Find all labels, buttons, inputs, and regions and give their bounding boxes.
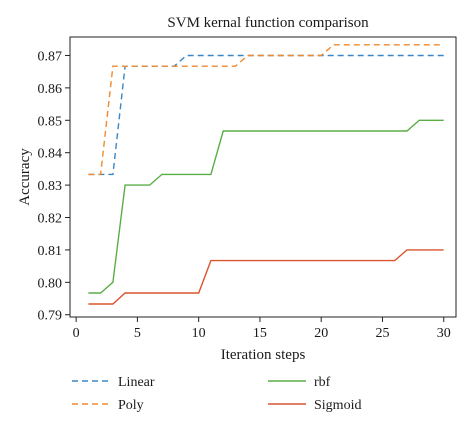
series-line-poly — [88, 44, 444, 176]
y-axis-label: Accuracy — [17, 148, 33, 206]
series-layer — [88, 44, 444, 305]
plot-frame — [69, 36, 457, 318]
y-tick-label: 0.87 — [38, 49, 63, 64]
x-tick-label: 5 — [134, 326, 141, 341]
y-tick-label: 0.85 — [38, 114, 63, 129]
x-axis: 0 5 10 15 20 25 30 — [73, 317, 451, 341]
legend-label-rbf: rbf — [314, 375, 331, 390]
x-axis-label: Iteration steps — [221, 347, 306, 363]
y-tick-label: 0.80 — [38, 276, 63, 291]
y-tick-label: 0.83 — [38, 179, 63, 194]
x-tick-label: 25 — [375, 326, 389, 341]
y-tick-label: 0.81 — [38, 244, 63, 259]
series-line-rbf — [88, 119, 444, 294]
x-tick-label: 15 — [253, 326, 267, 341]
legend-label-sigmoid: Sigmoid — [314, 398, 361, 413]
series-line-sigmoid — [88, 249, 444, 305]
legend-label-linear: Linear — [118, 375, 155, 390]
y-axis: 0.79 0.80 0.81 0.82 0.83 0.84 0.85 0.86 0.87 — [38, 49, 70, 324]
x-tick-label: 10 — [192, 326, 206, 341]
y-tick-label: 0.86 — [38, 82, 63, 97]
y-tick-label: 0.84 — [38, 147, 63, 162]
chart-title: SVM kernal function comparison — [167, 15, 369, 31]
series-line-linear — [88, 54, 444, 176]
x-tick-label: 0 — [73, 326, 80, 341]
legend: Linear Poly rbf Sigmoid — [72, 375, 361, 413]
y-tick-label: 0.79 — [38, 309, 63, 324]
x-tick-label: 30 — [437, 326, 451, 341]
y-tick-label: 0.82 — [38, 212, 63, 227]
legend-label-poly: Poly — [118, 398, 144, 413]
x-tick-label: 20 — [314, 326, 328, 341]
